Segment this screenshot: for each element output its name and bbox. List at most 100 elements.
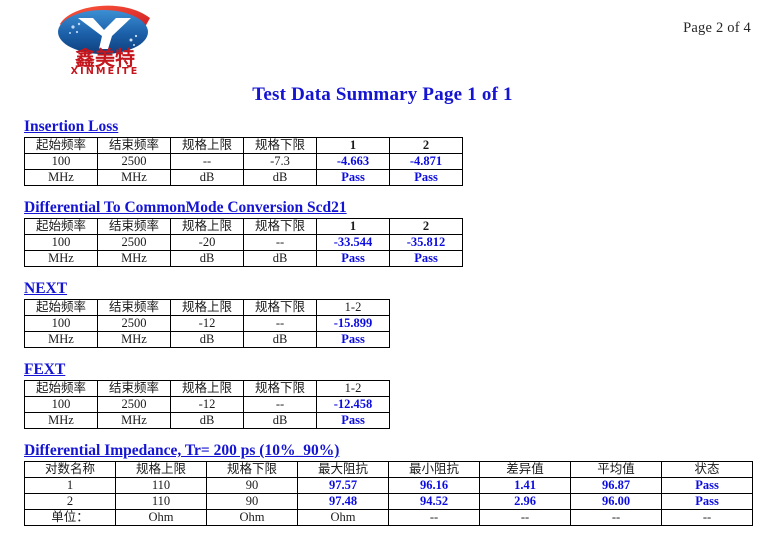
table-row: 100 2500 -12 -- -12.458 (24, 396, 390, 413)
table-cell: dB (170, 412, 244, 429)
table-cell: MHz (24, 169, 98, 186)
measured-value-cell: -12.458 (316, 396, 390, 413)
measured-value-cell: -15.899 (316, 315, 390, 332)
column-header: 状态 (661, 461, 753, 478)
page-title: Test Data Summary Page 1 of 1 (252, 84, 513, 105)
table-cell: dB (243, 412, 317, 429)
logo-chinese-name: 鑫美特 (75, 46, 135, 70)
column-header: 规格下限 (243, 380, 317, 397)
section-spacer (24, 429, 755, 439)
table-header-row: 起始频率 结束频率 规格上限 规格下限 1-2 (24, 380, 390, 397)
table-cell: -- (243, 396, 317, 413)
table-cell: -- (170, 153, 244, 170)
table-cell: Ohm (297, 509, 389, 526)
section-insertion-loss: Insertion Loss 起始频率 结束频率 规格上限 规格下限 1 2 100 2500-… (24, 118, 755, 196)
table-cell: 100 (24, 315, 98, 332)
table-row: 100 2500 -- -7.3 -4.663 -4.871 (24, 153, 463, 170)
section-spacer (24, 267, 755, 277)
table-cell: -12 (170, 396, 244, 413)
table-cell: 2 (24, 493, 116, 510)
table-cell: 2500 (97, 396, 171, 413)
table-header-row: 起始频率 结束频率 规格上限 规格下限 1 2 (24, 137, 463, 154)
measured-value-cell: 97.57 (297, 477, 389, 494)
table-cell: 110 (115, 477, 207, 494)
section-heading-differential-impedance: Differential Impedance, Tr= 200 ps (10%_… (24, 442, 340, 459)
table-cell: -- (243, 315, 317, 332)
table-row: 1 110 90 97.57 96.16 1.41 96.87 Pass (24, 477, 753, 494)
table-cell: 2500 (97, 315, 171, 332)
column-header: 结束频率 (97, 218, 171, 235)
column-header: 起始频率 (24, 218, 98, 235)
table-cell: 100 (24, 396, 98, 413)
logo-wordmark: XINMEITE (71, 66, 140, 76)
measured-value-cell: 94.52 (388, 493, 480, 510)
table-header-row: 起始频率 结束频率 规格上限 规格下限 1 2 (24, 218, 463, 235)
table-cell: 2500 (97, 153, 171, 170)
table-header-row: 起始频率 结束频率 规格上限 规格下限 1-2 (24, 299, 390, 316)
section-differential-impedance: Differential Impedance, Tr= 200 ps (10%_… (24, 442, 755, 536)
section-heading-fext: FEXT (24, 361, 66, 378)
table-scd21: 起始频率 结束频率 规格上限 规格下限 1 2 100 2500 -20 -- -33.544 -35… (24, 218, 463, 267)
table-cell: 1 (24, 477, 116, 494)
table-cell: MHz (24, 250, 98, 267)
section-fext: FEXT 起始频率 结束频率 规格上限 规格下限 1-2 100 2500 -12 -- -12.4… (24, 361, 755, 439)
table-cell: -- (243, 234, 317, 251)
table-cell: -12 (170, 315, 244, 332)
column-header: 规格下限 (243, 137, 317, 154)
measured-value-cell: Pass (316, 331, 390, 348)
table-differential-impedance: 对数名称 规格上限 规格下限 最大阻抗 最小阻抗 差异值 平均值 状态 1 110 90 97.57 9… (24, 461, 753, 526)
column-header: 平均值 (570, 461, 662, 478)
table-row: MHz MHz dB dB Pass (24, 331, 390, 348)
table-cell: dB (170, 250, 244, 267)
table-cell: MHz (97, 412, 171, 429)
table-cell: -- (570, 509, 662, 526)
column-header: 1 (316, 218, 390, 235)
table-cell: 90 (206, 493, 298, 510)
column-header: 规格下限 (206, 461, 298, 478)
measured-value-cell: Pass (661, 493, 753, 510)
page-header: 鑫美特 XINMEITE Page 2 of 4 (0, 0, 765, 80)
table-row: 100 2500 -20 -- -33.544 -35.812 (24, 234, 463, 251)
table-cell: 110 (115, 493, 207, 510)
column-header: 结束频率 (97, 380, 171, 397)
measured-value-cell: 2.96 (479, 493, 571, 510)
column-header: 规格上限 (170, 218, 244, 235)
measured-value-cell: -33.544 (316, 234, 390, 251)
table-fext: 起始频率 结束频率 规格上限 规格下限 1-2 100 2500 -12 -- -12.458 MH… (24, 380, 390, 429)
measured-value-cell: 96.16 (388, 477, 480, 494)
section-spacer (24, 526, 755, 536)
table-row: 100 2500 -12 -- -15.899 (24, 315, 390, 332)
section-heading-insertion-loss: Insertion Loss (24, 118, 119, 135)
table-cell: 2500 (97, 234, 171, 251)
measured-value-cell: Pass (316, 169, 390, 186)
column-header: 规格上限 (115, 461, 207, 478)
measured-value-cell: 97.48 (297, 493, 389, 510)
column-header: 规格下限 (243, 218, 317, 235)
measured-value-cell: Pass (316, 250, 390, 267)
table-cell: MHz (24, 412, 98, 429)
column-header: 规格下限 (243, 299, 317, 316)
section-scd21: Differential To CommonMode Conversion Sc… (24, 199, 755, 277)
column-header: 2 (389, 137, 463, 154)
column-header: 规格上限 (170, 299, 244, 316)
table-cell: dB (243, 331, 317, 348)
table-cell: MHz (97, 250, 171, 267)
table-row: MHz MHz dB dB Pass Pass (24, 250, 463, 267)
column-header: 1 (316, 137, 390, 154)
table-row: MHz MHz dB dB Pass Pass (24, 169, 463, 186)
table-cell: MHz (97, 169, 171, 186)
measured-value-cell: 96.87 (570, 477, 662, 494)
column-header: 最小阻抗 (388, 461, 480, 478)
section-heading-scd21: Differential To CommonMode Conversion Sc… (24, 199, 347, 216)
table-cell: 90 (206, 477, 298, 494)
table-insertion-loss: 起始频率 结束频率 规格上限 规格下限 1 2 100 2500 -- -7.3 -4.663 -4.… (24, 137, 463, 186)
table-cell: -- (388, 509, 480, 526)
measured-value-cell: 96.00 (570, 493, 662, 510)
table-cell: 单位： (24, 509, 116, 526)
column-header: 2 (389, 218, 463, 235)
column-header: 起始频率 (24, 137, 98, 154)
column-header: 对数名称 (24, 461, 116, 478)
table-next: 起始频率 结束频率 规格上限 规格下限 1-2 100 2500 -12 -- -15.899 MH… (24, 299, 390, 348)
table-cell: -20 (170, 234, 244, 251)
table-cell: dB (170, 331, 244, 348)
